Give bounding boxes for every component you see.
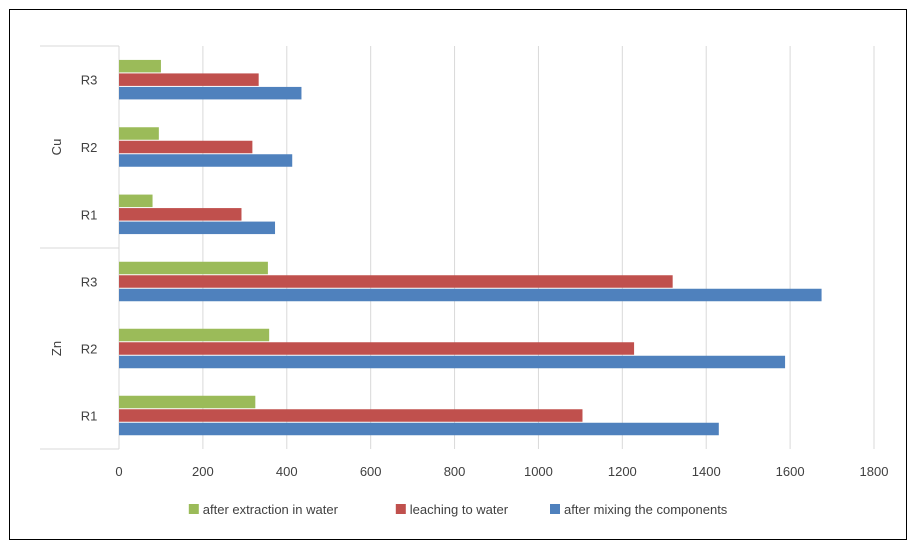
category-label: R3 [81,73,98,88]
category-label: R1 [81,409,98,424]
bar-leaching-to-water-Cu-R2 [119,140,253,154]
bar-after-mixing-the-components-Cu-R3 [119,86,302,100]
x-tick-label: 800 [444,464,466,479]
x-tick-label: 200 [192,464,214,479]
legend-label: leaching to water [410,502,509,517]
group-label-cu: Cu [49,139,64,156]
group-label-zn: Zn [49,341,64,356]
legend-label: after mixing the components [564,502,728,517]
legend-swatch [395,504,406,514]
category-label: R2 [81,140,98,155]
category-axis [40,45,120,450]
bar-after-extraction-in-water-Cu-R1 [119,194,153,208]
bar-after-extraction-in-water-Zn-R3 [119,261,268,275]
x-tick-label: 600 [360,464,382,479]
legend-swatch [188,504,199,514]
bar-leaching-to-water-Cu-R3 [119,73,259,86]
legend-swatch [550,504,560,514]
category-label: R2 [81,342,98,357]
bar-leaching-to-water-Zn-R2 [119,342,635,355]
legend-label: after extraction in water [203,502,339,517]
bar-after-mixing-the-components-Cu-R2 [119,154,293,167]
x-tick-label: 0 [115,464,122,479]
bar-after-extraction-in-water-Zn-R1 [119,395,256,409]
category-label: R1 [81,207,98,222]
x-tick-label: 1600 [776,464,805,479]
bars [119,59,822,436]
x-tick-label: 400 [276,464,298,479]
bar-after-mixing-the-components-Cu-R1 [119,221,276,235]
gridlines [202,46,875,449]
category-label: R3 [81,275,98,290]
bar-leaching-to-water-Cu-R1 [119,208,242,221]
x-tick-label: 1200 [608,464,637,479]
bar-leaching-to-water-Zn-R3 [119,275,673,288]
bar-leaching-to-water-Zn-R1 [119,409,583,422]
bar-after-extraction-in-water-Zn-R2 [119,328,270,342]
bar-after-extraction-in-water-Cu-R2 [119,127,159,140]
x-tick-label: 1800 [860,464,889,479]
bar-after-mixing-the-components-Zn-R1 [119,422,719,436]
x-tick-label: 1400 [692,464,721,479]
legend: after extraction in water leaching to wat… [188,502,728,517]
bar-after-mixing-the-components-Zn-R2 [119,355,786,369]
x-tick-label: 1000 [524,464,553,479]
x-tick-labels: 0 200 400 600 800 1000 1200 1400 1600 1800 Cu Zn R3 R… [49,73,888,479]
bar-after-extraction-in-water-Cu-R3 [119,59,161,73]
bar-after-mixing-the-components-Zn-R3 [119,288,822,302]
